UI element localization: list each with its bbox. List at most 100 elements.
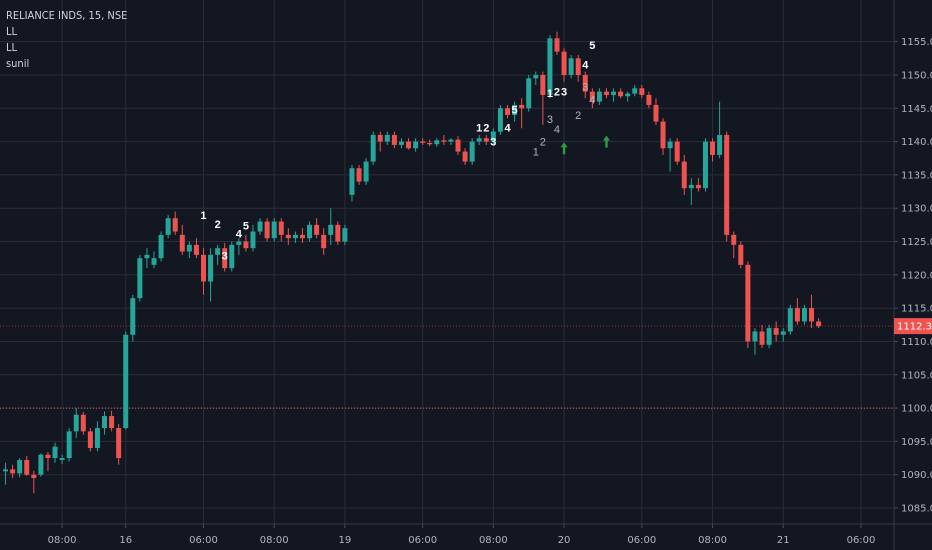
candle-body	[596, 91, 602, 102]
candle-body	[759, 331, 765, 345]
pattern-count-label: 1	[200, 210, 206, 222]
candle-body	[73, 414, 79, 432]
candle-body	[321, 234, 327, 249]
candle-body	[702, 141, 708, 189]
pattern-count-label: 2	[215, 219, 221, 231]
candle-body	[398, 141, 404, 145]
y-tick-label: 1115.00	[901, 304, 932, 315]
x-tick-label: 08:00	[479, 535, 508, 546]
indicator-label-ll-2[interactable]: LL	[6, 41, 18, 54]
pattern-count-label: 3	[561, 87, 567, 99]
indicator-label-sunil[interactable]: sunil	[6, 57, 30, 70]
candle-body	[236, 241, 242, 245]
pattern-count-label: 3	[582, 81, 588, 93]
candle-body	[186, 244, 192, 252]
candle-body	[257, 221, 263, 232]
x-tick-label: 21	[777, 535, 790, 546]
y-tick-label: 1120.00	[901, 270, 932, 281]
candle-body	[137, 258, 143, 299]
pattern-count-label: 3	[547, 114, 553, 126]
candle-body	[130, 298, 136, 335]
candle-body	[554, 38, 560, 52]
x-tick-label: 06:00	[627, 535, 656, 546]
candle-body	[144, 254, 150, 259]
candle-body	[582, 74, 588, 92]
pattern-count-label: 5	[512, 105, 518, 117]
pattern-count-label: 2	[483, 123, 489, 135]
candle-body	[94, 428, 100, 449]
chart-legend: RELIANCE INDS, 15, NSE LL LL sunil	[6, 8, 127, 72]
candle-body	[505, 108, 511, 115]
pattern-count-label: 2	[575, 110, 581, 122]
pattern-count-label: 4	[589, 95, 595, 107]
candle-body	[674, 141, 680, 162]
candle-body	[745, 264, 751, 342]
candle-body	[208, 254, 214, 282]
candle-body	[660, 121, 666, 149]
symbol-title[interactable]: RELIANCE INDS, 15, NSE	[6, 9, 128, 22]
candle-body	[547, 38, 553, 95]
candle-body	[794, 308, 800, 322]
y-tick-label: 1125.00	[901, 237, 932, 248]
x-tick-label: 08:00	[48, 535, 77, 546]
x-tick-label: 19	[339, 535, 352, 546]
candle-body	[292, 234, 298, 239]
candle-body	[342, 228, 348, 242]
pattern-count-label: 3	[222, 251, 228, 263]
candle-body	[179, 234, 185, 252]
candle-body	[653, 104, 659, 122]
candle-body	[45, 454, 51, 459]
candle-body	[413, 141, 419, 149]
candle-body	[434, 140, 440, 145]
candle-body	[172, 218, 178, 232]
candle-body	[356, 168, 362, 182]
candle-body	[215, 248, 221, 255]
candle-body	[618, 91, 624, 97]
indicator-label-ll-1[interactable]: LL	[6, 25, 18, 38]
candle-body	[38, 454, 44, 475]
candle-body	[519, 104, 525, 109]
candle-body	[589, 91, 595, 102]
candle-body	[31, 474, 37, 479]
pattern-count-label: 1	[476, 123, 482, 135]
pattern-count-label: 1	[533, 147, 539, 159]
candle-body	[151, 258, 157, 265]
x-tick-label: 20	[558, 535, 571, 546]
pattern-count-label: 4	[554, 124, 560, 136]
x-tick-label: 06:00	[189, 535, 218, 546]
candle-body	[568, 58, 574, 75]
candle-body	[497, 108, 503, 132]
candle-body	[10, 469, 16, 474]
candle-body	[59, 458, 65, 461]
candle-body	[575, 58, 581, 75]
pattern-count-label: 3	[490, 137, 496, 149]
candle-body	[801, 308, 807, 322]
candle-body	[243, 241, 249, 249]
y-tick-label: 1105.00	[901, 370, 932, 381]
x-tick-label: 06:00	[847, 535, 876, 546]
x-tick-label: 06:00	[408, 535, 437, 546]
x-tick-label: 08:00	[698, 535, 727, 546]
candle-body	[738, 244, 744, 265]
candle-body	[710, 141, 716, 155]
y-tick-label: 1085.00	[901, 504, 932, 515]
candle-body	[250, 231, 256, 249]
y-tick-label: 1140.00	[901, 137, 932, 148]
candle-body	[406, 141, 412, 149]
candle-body	[766, 328, 772, 345]
candle-body	[490, 131, 496, 142]
pattern-count-label: 4	[504, 123, 511, 135]
candle-body	[455, 139, 461, 152]
candle-body	[307, 224, 313, 239]
candle-body	[632, 88, 638, 94]
candle-body	[285, 234, 291, 239]
candle-body	[165, 218, 171, 235]
candle-body	[731, 234, 737, 245]
y-tick-label: 1130.00	[901, 204, 932, 215]
candle-body	[222, 248, 228, 269]
candle-body	[611, 91, 617, 95]
x-tick-label: 08:00	[260, 535, 289, 546]
candle-body	[264, 221, 270, 239]
candle-body	[787, 308, 793, 332]
